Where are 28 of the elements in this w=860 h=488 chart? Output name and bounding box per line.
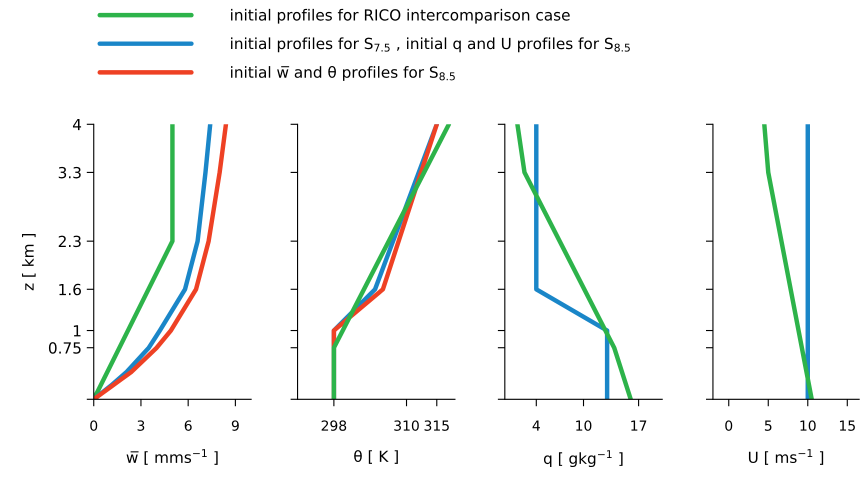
- x-axis-title: θ [ K ]: [354, 450, 398, 464]
- x-axis-title: w̅ [ mms$^{−1}$ ]: [126, 449, 218, 465]
- x-tick-label: 10: [576, 420, 592, 431]
- x-tick-label: 9: [232, 420, 239, 431]
- y-tick-label: 2.3: [58, 236, 81, 248]
- y-tick-label: 4: [72, 118, 82, 130]
- x-tick-label: 298: [322, 420, 346, 431]
- x-tick-label: 0: [725, 420, 732, 431]
- text: initial profiles for RICO intercomparison case: [231, 8, 570, 24]
- x-tick-label: 10: [800, 420, 816, 431]
- x-tick-label: 4: [532, 420, 540, 431]
- text: initial w̅ and θ profiles for S$_{8.5}$: [231, 66, 455, 81]
- x-tick-label: 6: [184, 420, 192, 431]
- x-tick-label: 3: [138, 420, 144, 431]
- x-tick-label: 315: [424, 420, 449, 431]
- x-tick-label: 5: [764, 420, 772, 431]
- x-axis-title: U [ ms$^{−1}$ ]: [748, 449, 824, 465]
- x-tick-label: 310: [394, 420, 419, 431]
- y-tick-label: 1.6: [59, 284, 81, 296]
- text: initial profiles for S$_{7.5}$ , initial q and U profiles for S$_{8.5}$: [231, 37, 630, 52]
- x-axis-title: q [ gkg$^{−1}$ ]: [544, 450, 623, 468]
- y-tick-label: 1: [74, 325, 81, 336]
- x-tick-label: 17: [631, 420, 646, 431]
- y-tick-label: 3.3: [58, 166, 81, 178]
- y-axis-title: z [ km ]: [22, 234, 36, 290]
- y-tick-label: 0.75: [48, 342, 81, 354]
- x-tick-label: 0: [90, 420, 98, 431]
- x-tick-label: 15: [840, 420, 855, 431]
